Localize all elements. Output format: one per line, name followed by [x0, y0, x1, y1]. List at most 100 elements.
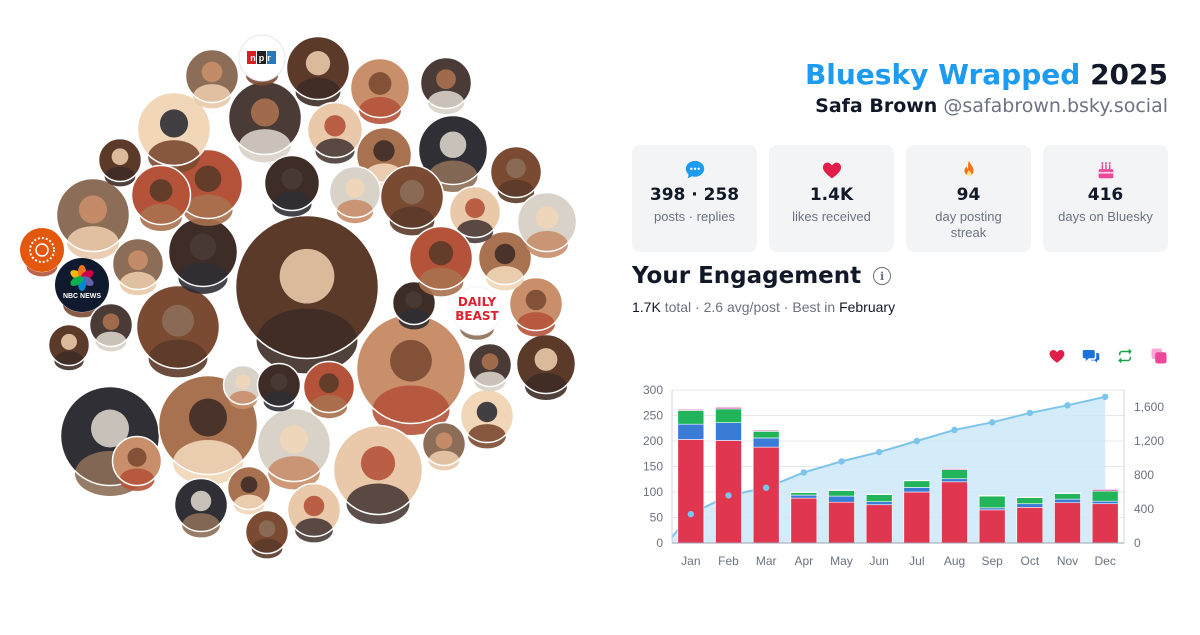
follower-avatar[interactable] [184, 48, 240, 109]
bar-segment[interactable] [677, 439, 705, 544]
bar-segment[interactable] [1054, 493, 1081, 500]
cumulative-point[interactable] [1026, 409, 1034, 417]
follower-avatar[interactable] [167, 216, 239, 294]
cumulative-point[interactable] [762, 484, 770, 491]
bar-segment[interactable] [865, 494, 893, 502]
follower-avatar[interactable] [349, 57, 411, 124]
bar-segment[interactable] [752, 431, 780, 439]
bar-segment[interactable] [715, 440, 742, 544]
bar-segment[interactable] [978, 495, 1006, 497]
bar-segment[interactable] [1054, 502, 1081, 544]
follower-avatar[interactable] [286, 482, 342, 543]
follower-avatar[interactable] [302, 360, 356, 419]
follower-avatar[interactable] [355, 313, 467, 435]
bar-segment[interactable] [790, 497, 818, 544]
bar-segment[interactable] [790, 494, 818, 499]
bar-segment[interactable] [903, 491, 931, 544]
follower-avatar[interactable] [467, 342, 513, 392]
follower-avatar[interactable] [448, 185, 502, 244]
bar-segment[interactable] [752, 429, 780, 432]
likes-legend-icon[interactable] [1048, 347, 1066, 365]
cumulative-point[interactable] [988, 419, 996, 426]
bar-segment[interactable] [978, 507, 1006, 511]
bar-segment[interactable] [865, 501, 893, 506]
bar-segment[interactable] [941, 478, 968, 483]
follower-avatar[interactable] [173, 477, 229, 538]
bar-segment[interactable] [865, 504, 893, 544]
bar-segment[interactable] [1016, 507, 1044, 544]
follower-avatar[interactable] [136, 91, 212, 174]
bar-segment[interactable] [865, 493, 893, 495]
bar-segment[interactable] [903, 487, 931, 493]
follower-avatar[interactable] [244, 509, 290, 559]
bar-segment[interactable] [941, 469, 968, 480]
bar-segment[interactable] [1054, 498, 1081, 504]
bar-segment[interactable] [1091, 503, 1119, 544]
follower-avatar[interactable] [285, 35, 351, 107]
bar-segment[interactable] [903, 479, 931, 482]
follower-avatar[interactable] [88, 302, 134, 352]
bar-segment[interactable] [828, 501, 855, 544]
follower-avatar[interactable] [111, 237, 165, 296]
bar-segment[interactable] [828, 490, 855, 497]
follower-avatar[interactable] [515, 333, 577, 400]
user-handle[interactable]: @safabrown.bsky.social [943, 95, 1168, 117]
bar-segment[interactable] [715, 408, 742, 423]
follower-avatar[interactable] [263, 154, 321, 217]
follower-avatar[interactable] [489, 145, 543, 204]
bar-segment[interactable] [1091, 490, 1119, 502]
follower-avatar[interactable] [408, 225, 474, 297]
follower-avatar[interactable] [111, 435, 163, 491]
follower-avatar[interactable] [130, 164, 192, 231]
cumulative-point[interactable] [1101, 393, 1109, 400]
reposts-legend-icon[interactable] [1116, 347, 1134, 365]
bar-segment[interactable] [828, 489, 855, 491]
follower-avatar[interactable] [516, 191, 578, 258]
cumulative-point[interactable] [875, 448, 883, 456]
bar-segment[interactable] [903, 480, 931, 488]
cumulative-point[interactable] [913, 437, 921, 445]
follower-avatar[interactable] [328, 165, 382, 224]
orange-ring-logo[interactable] [20, 228, 64, 272]
follower-avatar[interactable] [379, 164, 445, 236]
follower-avatar[interactable] [55, 177, 131, 260]
bar-segment[interactable] [1091, 500, 1119, 505]
bar-segment[interactable] [941, 481, 968, 544]
bar-segment[interactable] [752, 437, 780, 448]
bar-segment[interactable] [790, 492, 818, 496]
follower-avatar[interactable] [226, 465, 272, 515]
follower-avatar[interactable] [97, 137, 143, 187]
bar-segment[interactable] [752, 446, 780, 544]
follower-avatar[interactable] [459, 388, 515, 449]
quotes-legend-icon[interactable] [1150, 347, 1168, 365]
bar-segment[interactable] [978, 509, 1006, 544]
follower-avatar[interactable] [135, 284, 221, 378]
bar-segment[interactable] [677, 423, 705, 440]
bar-segment[interactable] [1016, 497, 1044, 505]
cumulative-point[interactable] [800, 469, 808, 476]
bar-segment[interactable] [715, 422, 742, 441]
bar-segment[interactable] [828, 495, 855, 503]
bar-segment[interactable] [790, 491, 818, 493]
follower-avatar[interactable] [256, 362, 302, 412]
bar-segment[interactable] [677, 410, 705, 425]
bar-segment[interactable] [1016, 503, 1044, 508]
follower-avatar[interactable] [508, 276, 564, 337]
follower-avatar[interactable] [332, 424, 424, 524]
info-icon[interactable]: i [873, 267, 892, 285]
follower-avatar[interactable] [477, 230, 533, 291]
cumulative-point[interactable] [951, 426, 958, 434]
follower-avatar[interactable] [222, 364, 264, 409]
npr-logo[interactable]: npr [238, 34, 286, 82]
follower-avatar[interactable] [234, 214, 380, 374]
nbc-news-logo[interactable]: NBC NEWS [55, 258, 109, 312]
bar-segment[interactable] [1016, 496, 1044, 498]
bar-segment[interactable] [1091, 489, 1119, 492]
bar-segment[interactable] [677, 409, 705, 411]
bar-segment[interactable] [1054, 492, 1081, 494]
cumulative-point[interactable] [1064, 402, 1071, 409]
follower-avatar[interactable] [306, 101, 364, 164]
follower-avatar[interactable] [47, 323, 91, 371]
follower-avatar[interactable] [421, 421, 467, 471]
cumulative-point[interactable] [687, 510, 695, 518]
